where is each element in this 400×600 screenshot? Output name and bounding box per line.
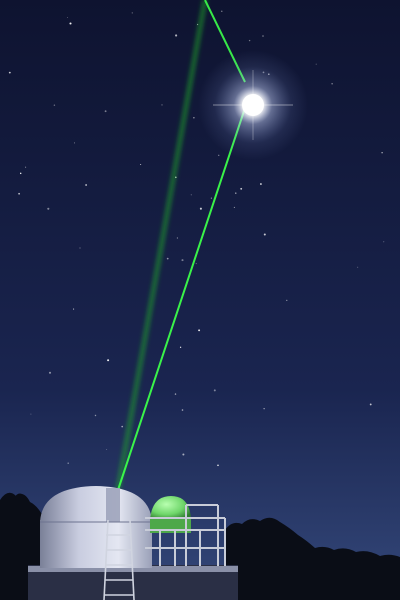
star xyxy=(213,389,216,392)
star xyxy=(161,104,163,106)
star xyxy=(30,413,32,415)
star xyxy=(195,263,197,265)
star xyxy=(85,184,87,186)
star xyxy=(67,17,68,19)
platform-railing xyxy=(145,504,226,566)
ladder xyxy=(103,519,135,600)
star xyxy=(190,194,192,196)
star xyxy=(233,206,235,208)
star xyxy=(262,35,264,37)
dome-slit xyxy=(106,488,120,522)
star xyxy=(121,425,124,428)
star xyxy=(74,142,75,144)
star xyxy=(286,299,288,301)
star xyxy=(259,183,262,185)
star xyxy=(69,22,72,25)
star xyxy=(181,259,184,262)
star xyxy=(198,329,201,332)
star xyxy=(18,192,20,195)
star xyxy=(199,207,202,210)
laser-beam-core xyxy=(117,107,246,491)
star xyxy=(140,164,142,165)
star xyxy=(179,346,182,348)
star xyxy=(107,359,110,362)
moon xyxy=(198,50,308,160)
star xyxy=(8,71,11,74)
star xyxy=(331,83,333,85)
star xyxy=(235,192,237,194)
star xyxy=(47,207,50,210)
star xyxy=(193,117,195,119)
star xyxy=(218,154,220,156)
star xyxy=(263,233,266,236)
star xyxy=(221,10,223,12)
star xyxy=(19,172,22,175)
laser-beam-glow xyxy=(115,0,208,491)
observatory-dome xyxy=(40,486,152,568)
star xyxy=(369,403,372,406)
star xyxy=(25,166,27,168)
star xyxy=(383,241,385,243)
star xyxy=(53,104,56,106)
dome-drum xyxy=(40,520,152,568)
star xyxy=(181,409,184,411)
star xyxy=(106,449,108,450)
star xyxy=(381,151,383,154)
tree-line xyxy=(0,493,400,600)
star xyxy=(217,464,219,467)
star xyxy=(248,39,251,42)
star xyxy=(315,63,317,65)
star xyxy=(79,247,81,249)
star xyxy=(182,453,185,456)
star xyxy=(210,197,212,199)
star xyxy=(176,237,178,239)
star xyxy=(73,308,75,310)
star xyxy=(67,462,69,464)
green-dome xyxy=(150,496,191,520)
star xyxy=(94,414,97,417)
star xyxy=(197,23,199,26)
star xyxy=(166,257,169,260)
star xyxy=(357,266,359,268)
star xyxy=(48,371,52,374)
moon-disk xyxy=(242,94,264,116)
dome-cap xyxy=(40,486,152,522)
star xyxy=(131,12,133,14)
star xyxy=(175,34,178,37)
star xyxy=(263,408,265,410)
star xyxy=(174,393,177,395)
star xyxy=(104,110,107,113)
star xyxy=(240,187,243,190)
